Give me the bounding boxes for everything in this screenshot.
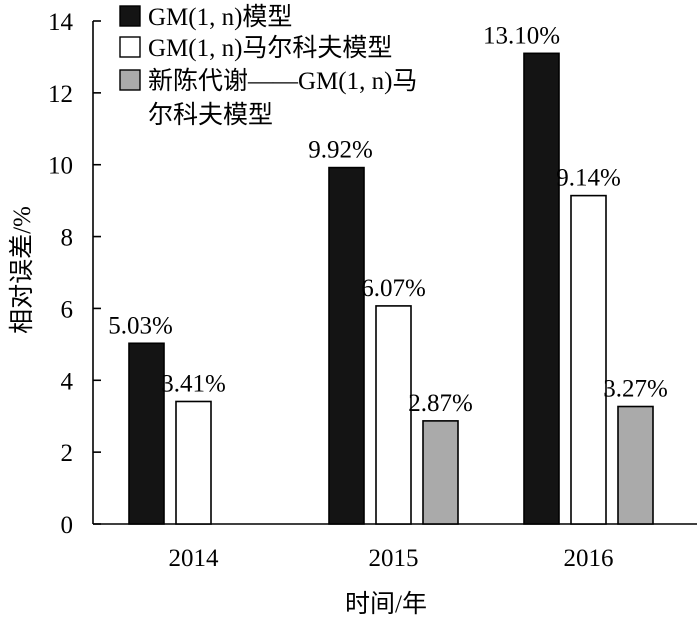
- bars: [128, 52, 654, 525]
- bar-labels: 5.03% 9.92% 13.10% 3.41% 6.07% 9.14% 2.87% 3.27…: [108, 22, 668, 417]
- y-axis-title: 相对误差/%: [8, 206, 36, 334]
- bar-data-label: 9.14%: [556, 165, 621, 192]
- y-tick-label: 6: [61, 296, 74, 323]
- y-tick-label: 4: [61, 368, 74, 395]
- bar-data-label: 5.03%: [108, 312, 173, 339]
- legend-label: 新陈代谢——GM(1, n)马: [148, 67, 417, 95]
- bar-data-label: 2.87%: [408, 390, 473, 417]
- y-ticks: 0 2 4 6 8 10 12 14: [48, 9, 101, 539]
- bar-data-label: 3.41%: [161, 370, 226, 397]
- y-tick-label: 0: [61, 512, 74, 539]
- y-tick-label: 2: [61, 440, 74, 467]
- bar: [422, 420, 459, 525]
- bar: [570, 194, 607, 525]
- plot-area: 0 2 4 6 8 10 12 14 2014 2015 2016 5.03% 9.92% 13.10…: [48, 9, 697, 572]
- bar-data-label: 6.07%: [361, 275, 426, 302]
- x-ticks: 2014 2015 2016: [169, 545, 614, 572]
- x-axis-title: 时间/年: [345, 590, 427, 618]
- bar-data-label: 3.27%: [603, 376, 668, 403]
- legend-label: 尔科夫模型: [148, 101, 273, 129]
- legend-label: GM(1, n)模型: [148, 3, 292, 31]
- bar: [617, 405, 654, 525]
- bar: [128, 342, 165, 525]
- legend-swatch: [119, 36, 141, 58]
- bar: [328, 166, 365, 525]
- legend-label: GM(1, n)马尔科夫模型: [148, 34, 392, 62]
- x-tick-label: 2014: [169, 545, 220, 572]
- y-tick-label: 10: [48, 153, 73, 180]
- y-tick-label: 14: [48, 9, 74, 36]
- bar: [175, 400, 212, 525]
- bar-data-label: 13.10%: [483, 22, 560, 49]
- x-tick-label: 2015: [369, 545, 419, 572]
- bar: [523, 52, 560, 525]
- y-tick-label: 12: [48, 81, 73, 108]
- y-tick-label: 8: [61, 225, 74, 252]
- legend-swatch: [119, 5, 141, 27]
- bar-data-label: 9.92%: [308, 137, 373, 164]
- x-tick-label: 2016: [564, 545, 614, 572]
- legend-swatch: [119, 69, 141, 91]
- bar: [375, 305, 412, 525]
